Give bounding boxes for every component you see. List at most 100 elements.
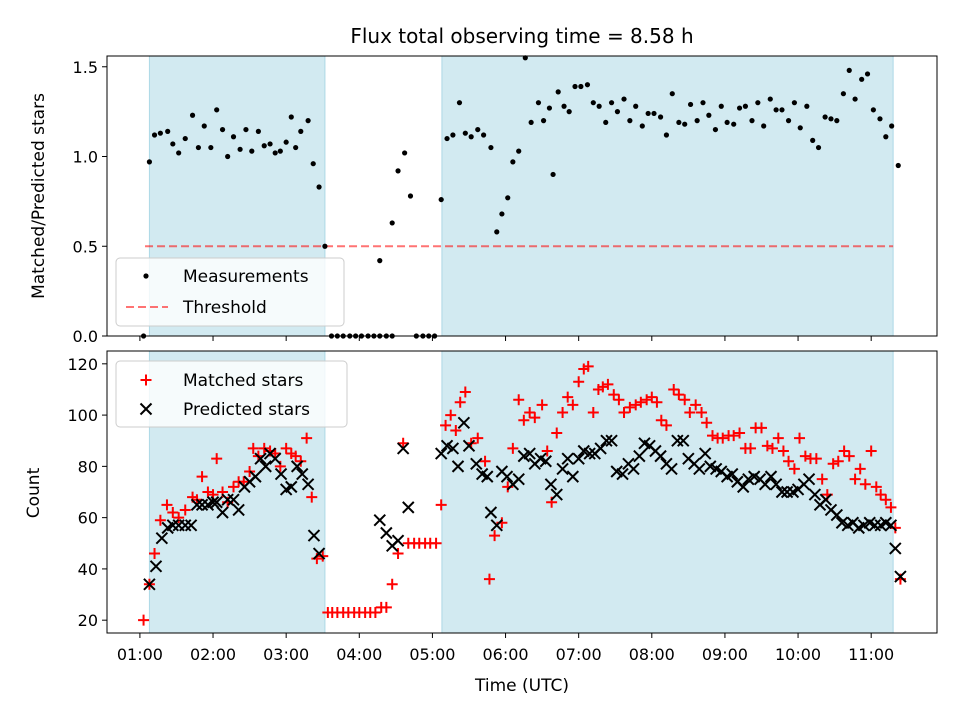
matched-point (306, 491, 318, 503)
measurement-point (633, 103, 639, 109)
matched-point (838, 445, 850, 457)
legend-box (115, 257, 345, 327)
predicted-point (391, 534, 405, 547)
matched-point (660, 419, 672, 431)
matched-point (280, 442, 292, 454)
matched-point (788, 463, 800, 475)
measurement-point (645, 110, 651, 117)
matched-point (536, 399, 548, 411)
top-shaded-regions (148, 55, 894, 337)
top-axes-frame (106, 55, 938, 337)
x-tick-label: 07:00 (556, 645, 602, 664)
matched-point (854, 463, 866, 475)
predicted-point (544, 478, 558, 491)
predicted-point (446, 442, 460, 455)
predicted-point (868, 519, 882, 532)
matched-point (832, 455, 844, 467)
matched-point (624, 401, 636, 413)
predicted-point (274, 467, 288, 481)
measurement-point (450, 132, 456, 138)
measurement-point (322, 243, 328, 249)
predicted-point (184, 519, 198, 532)
measurement-point (316, 184, 322, 190)
predicted-point (195, 498, 209, 512)
y-tick-label: 40 (78, 560, 98, 579)
matched-point (269, 448, 281, 460)
measurement-point (481, 132, 487, 138)
matched-point (810, 453, 822, 465)
predicted-point (780, 485, 794, 499)
measurement-point (578, 83, 584, 90)
measurement-point (742, 103, 749, 109)
matched-point (430, 537, 442, 549)
x-tick-label: 05:00 (409, 645, 455, 664)
measurement-point (895, 162, 901, 169)
predicted-point (633, 449, 646, 463)
x-tick-label: 11:00 (848, 645, 894, 664)
matched-point (479, 455, 491, 467)
predicted-point (698, 447, 712, 460)
x-axis-label: Time (UTC) (474, 676, 569, 696)
predicted-point (396, 442, 410, 455)
predicted-point (677, 434, 690, 447)
predicted-point (380, 526, 393, 540)
measurement-point (870, 107, 876, 113)
x-tick-label: 10:00 (775, 645, 821, 664)
matched-point (154, 514, 166, 526)
measurement-point (877, 116, 883, 122)
shaded-region (441, 55, 894, 337)
matched-point (690, 399, 702, 411)
y-tick-label: 0.0 (73, 327, 98, 346)
measurement-point (201, 123, 207, 129)
measurement-point (261, 143, 267, 149)
predicted-point (500, 470, 514, 483)
measurement-point (834, 118, 840, 124)
matched-point (459, 386, 471, 398)
predicted-point (693, 462, 706, 476)
matched-point (161, 499, 173, 511)
measurement-point (550, 171, 556, 178)
predicted-point (654, 449, 667, 463)
measurement-point (736, 105, 743, 111)
matched-point (179, 504, 191, 516)
matched-point (489, 530, 501, 542)
matched-point (885, 501, 897, 513)
matched-point (301, 432, 313, 444)
measurement-point (864, 71, 871, 77)
matched-point (211, 453, 223, 465)
matched-point (761, 440, 773, 452)
matched-point (772, 432, 784, 444)
predicted-point (594, 442, 607, 455)
predicted-point (671, 434, 684, 447)
legend-threshold-label: Threshold (182, 298, 267, 318)
matched-point (843, 450, 855, 462)
matched-point (440, 419, 452, 431)
measurement-point (761, 123, 767, 129)
predicted-point (249, 470, 262, 483)
matched-point (369, 606, 381, 618)
matched-point (701, 417, 713, 429)
predicted-point (481, 470, 494, 483)
measurement-point (468, 134, 474, 140)
matched-point (849, 473, 861, 485)
matched-point (794, 432, 806, 444)
matched-point (646, 391, 658, 403)
predicted-point (512, 472, 525, 486)
predicted-point (802, 472, 816, 486)
measurement-point (305, 118, 311, 124)
predicted-point (769, 478, 783, 491)
measurement-point (584, 82, 591, 88)
measurement-point (146, 159, 153, 165)
measurement-point (767, 96, 773, 102)
predicted-point (616, 467, 629, 481)
predicted-point (889, 542, 902, 555)
predicted-point (301, 478, 315, 491)
predicted-point (307, 529, 321, 542)
measurement-point (561, 103, 567, 109)
predicted-point (627, 462, 640, 476)
top-y-ticks: 0.0 0.5 1.0 1.5 (73, 58, 107, 346)
measurement-point (590, 100, 596, 106)
measurement-point (822, 114, 828, 120)
y-tick-label: 60 (78, 509, 98, 528)
matched-point (149, 548, 161, 560)
